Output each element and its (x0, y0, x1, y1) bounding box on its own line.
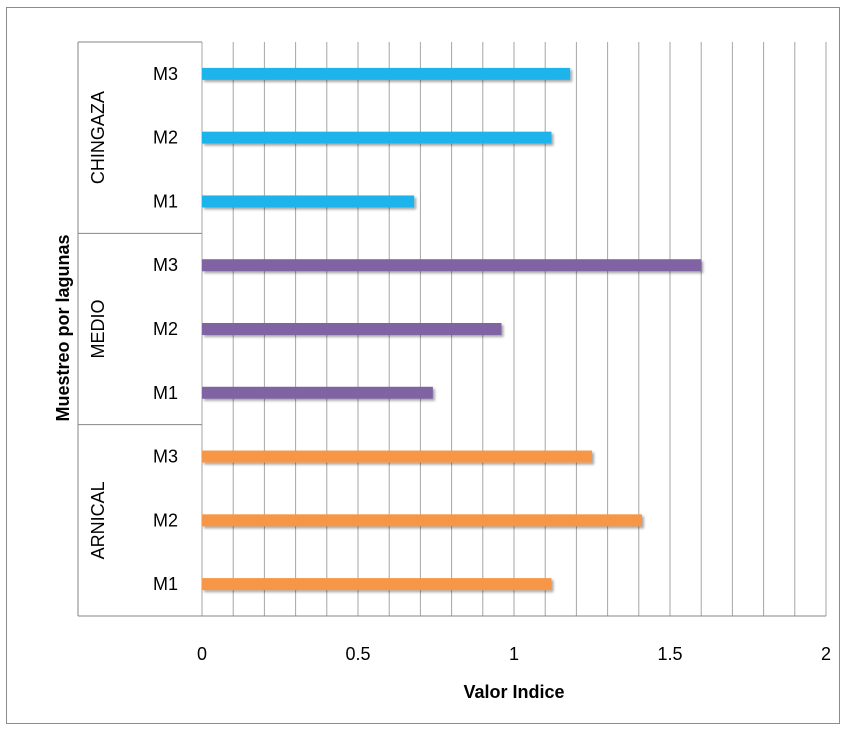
axes (77, 41, 826, 617)
group-label: CHINGAZA (88, 91, 108, 184)
category-label: M3 (153, 64, 178, 84)
category-label: M3 (153, 255, 178, 275)
bar (202, 578, 552, 591)
category-label: M2 (153, 510, 178, 530)
bar (202, 514, 642, 527)
bar (202, 323, 502, 335)
x-axis-title: Valor Indice (463, 682, 564, 702)
bar (202, 131, 552, 144)
x-tick-label: 0 (197, 644, 207, 664)
category-label: M1 (153, 383, 178, 403)
bar (202, 259, 702, 272)
category-label: M2 (153, 128, 178, 148)
bar (202, 450, 592, 463)
labels: 0 0.5 1 1.5 2 CHINGAZA M3 M2 M1 MEDIO M3 M2 M1 ARNICA… (88, 64, 831, 664)
x-tick-label: 1.5 (657, 644, 682, 664)
bars (202, 67, 702, 591)
x-tick-label: 1 (509, 644, 519, 664)
category-label: M1 (153, 191, 178, 211)
x-tick-label: 0.5 (345, 644, 370, 664)
category-label: M1 (153, 574, 178, 594)
x-tick-label: 2 (821, 644, 831, 664)
category-label: M3 (153, 447, 178, 467)
group-label: ARNICAL (88, 481, 108, 559)
group-label: MEDIO (88, 299, 108, 358)
bar (202, 195, 415, 208)
bar (202, 67, 571, 80)
category-label: M2 (153, 319, 178, 339)
y-axis-title: Muestreo por lagunas (53, 234, 73, 421)
bar (202, 386, 433, 399)
